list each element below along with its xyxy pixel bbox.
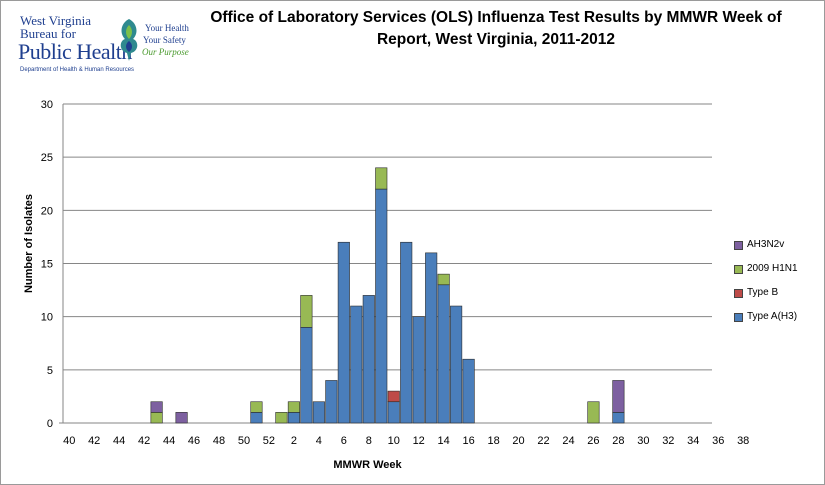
logo-text-line3: Public Health	[18, 39, 132, 64]
x-tick-label: 24	[562, 435, 574, 447]
x-tick-label: 26	[587, 435, 599, 447]
y-tick-label: 20	[41, 205, 53, 217]
x-tick-label: 42	[138, 435, 150, 447]
bar-segment	[462, 358, 475, 424]
x-tick-label: 44	[113, 435, 125, 447]
bar-segment	[150, 401, 163, 413]
legend-label: Type A(H3)	[747, 311, 798, 322]
logo-text-line1: West Virginia	[20, 13, 91, 28]
x-tick-label: 6	[341, 435, 347, 447]
x-tick-label: 32	[662, 435, 674, 447]
x-tick-label: 8	[366, 435, 372, 447]
chart-title-line1: Office of Laboratory Services (OLS) Infl…	[210, 9, 782, 26]
x-axis-title: MMWR Week	[333, 459, 402, 471]
x-tick-label: 22	[537, 435, 549, 447]
bar-segment	[312, 401, 325, 424]
x-tick-label: 38	[737, 435, 749, 447]
bar-segment	[587, 401, 600, 424]
legend-label: 2009 H1N1	[747, 263, 798, 274]
legend-swatch	[734, 265, 743, 274]
logo-emblem-icon	[120, 19, 138, 61]
x-tick-label: 18	[487, 435, 499, 447]
bar-segment	[287, 401, 300, 413]
bar-segment	[450, 305, 463, 424]
bar-segment	[337, 241, 350, 424]
bar-segment	[437, 273, 450, 286]
x-tick-label: 4	[316, 435, 322, 447]
bar-segment	[387, 390, 400, 403]
chart-title-line2: Report, West Virginia, 2011-2012	[376, 31, 616, 48]
y-tick-label: 5	[47, 365, 53, 377]
x-tick-label: 14	[438, 435, 450, 447]
x-tick-label: 42	[88, 435, 100, 447]
logo-tagline-1: Your Health	[145, 23, 189, 33]
x-tick-label: 40	[63, 435, 75, 447]
logo-department: Department of Health & Human Resources	[20, 67, 135, 73]
y-tick-label: 30	[41, 99, 53, 111]
x-tick-label: 30	[637, 435, 649, 447]
x-tick-label: 2	[291, 435, 297, 447]
legend-swatch	[734, 313, 743, 322]
bar-segment	[175, 412, 188, 424]
logo-text-line2: Bureau for	[20, 26, 76, 41]
bar-segment	[362, 295, 375, 424]
x-tick-label: 16	[463, 435, 475, 447]
y-tick-label: 15	[41, 259, 53, 271]
x-tick-label: 10	[388, 435, 400, 447]
bar-segment	[250, 401, 263, 413]
x-tick-label: 44	[163, 435, 175, 447]
legend-label: AH3N2v	[747, 239, 785, 250]
logo-tagline-3: Our Purpose	[142, 47, 189, 57]
bar-segment	[325, 380, 338, 424]
bar-segment	[375, 188, 388, 424]
bar-segment	[387, 401, 400, 424]
bar-segment	[437, 284, 450, 424]
legend-swatch	[734, 241, 743, 250]
bar-segment	[300, 326, 313, 424]
wv-public-health-logo: West Virginia Bureau for Public Health D…	[15, 11, 195, 77]
logo-tagline-2: Your Safety	[143, 35, 186, 45]
bar-segment	[412, 316, 425, 424]
bar-segment	[375, 167, 388, 190]
bar-segment	[612, 412, 625, 424]
bar-segment	[287, 412, 300, 424]
x-tick-label: 36	[712, 435, 724, 447]
bar-segment	[250, 412, 263, 424]
bar-segment	[350, 305, 363, 424]
bar-segment	[612, 380, 625, 413]
x-tick-label: 20	[512, 435, 524, 447]
bar-segment	[150, 412, 163, 424]
bar-segment	[275, 412, 288, 424]
x-tick-label: 50	[238, 435, 250, 447]
x-tick-label: 34	[687, 435, 699, 447]
bar-segment	[425, 252, 438, 424]
x-tick-label: 46	[188, 435, 200, 447]
y-tick-label: 25	[41, 152, 53, 164]
y-tick-label: 0	[47, 418, 53, 430]
chart-title: Office of Laboratory Services (OLS) Infl…	[191, 7, 801, 51]
legend-label: Type B	[747, 287, 779, 298]
x-tick-label: 48	[213, 435, 225, 447]
x-tick-label: 12	[413, 435, 425, 447]
x-tick-label: 52	[263, 435, 275, 447]
bar-segment	[400, 241, 413, 424]
x-tick-label: 28	[612, 435, 624, 447]
y-axis-title: Number of Isolates	[23, 194, 35, 293]
y-tick-label: 10	[41, 312, 53, 324]
legend-swatch	[734, 289, 743, 298]
bar-segment	[300, 295, 313, 328]
